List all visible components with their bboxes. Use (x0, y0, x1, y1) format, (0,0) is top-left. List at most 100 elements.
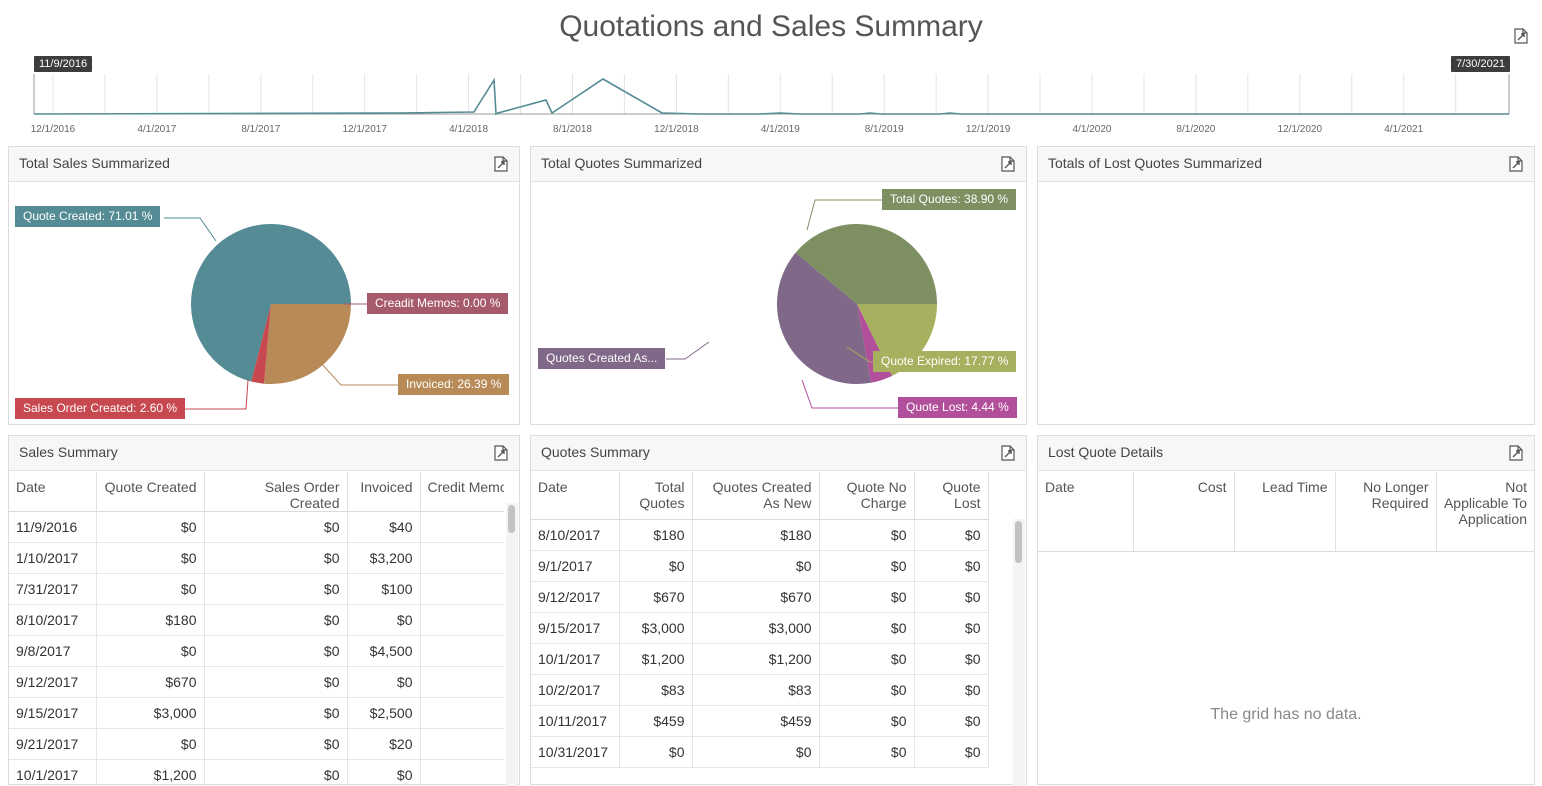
column-header-quote-created[interactable]: Quote Created (96, 472, 204, 512)
pie-label-invoiced[interactable]: Invoiced: 26.39 % (398, 374, 509, 395)
cell-quote-lost: $0 (914, 736, 988, 767)
timeline-start-date[interactable]: 11/9/2016 (34, 56, 92, 72)
cell-quote-no-charge: $0 (819, 643, 914, 674)
table-row[interactable]: 9/8/2017$0$0$4,500$ (9, 636, 504, 667)
column-header-quotes-created-as-new[interactable]: Quotes Created As New (692, 472, 819, 519)
pie-label-total-quotes[interactable]: Total Quotes: 38.90 % (882, 189, 1016, 210)
column-header-no-longer-required[interactable]: No Longer Required (1335, 472, 1436, 551)
table-row[interactable]: 8/10/2017$180$0$0$ (9, 605, 504, 636)
table-row[interactable]: 9/12/2017$670$670$0$0 (531, 581, 988, 612)
scrollbar-thumb[interactable] (1015, 521, 1022, 563)
cell-sales-order-created: $0 (204, 729, 347, 760)
table-row[interactable]: 1/10/2017$0$0$3,200$ (9, 543, 504, 574)
column-header-sales-order-created[interactable]: Sales Order Created (204, 472, 347, 512)
table-row[interactable]: 11/9/2016$0$0$40$ (9, 512, 504, 543)
cell-invoiced: $40 (347, 512, 420, 543)
lost-quote-details-panel: Lost Quote Details Date Cost Lead Time N… (1037, 435, 1535, 785)
scrollbar-thumb[interactable] (508, 505, 515, 533)
cell-invoiced: $100 (347, 574, 420, 605)
column-header-date[interactable]: Date (1038, 472, 1133, 551)
table-row[interactable]: 9/15/2017$3,000$3,000$0$0 (531, 612, 988, 643)
export-icon[interactable] (1513, 28, 1529, 44)
cell-date: 9/12/2017 (531, 581, 619, 612)
timeline-end-date[interactable]: 7/30/2021 (1451, 56, 1510, 72)
timeline-tick-label: 4/1/2018 (449, 124, 488, 135)
cell-quote-created: $0 (96, 512, 204, 543)
cell-date: 10/2/2017 (531, 674, 619, 705)
cell-sales-order-created: $0 (204, 574, 347, 605)
timeline-tick-label: 4/1/2020 (1073, 124, 1112, 135)
table-row[interactable]: 9/1/2017$0$0$0$0 (531, 550, 988, 581)
cell-credit-memo: $ (420, 512, 504, 543)
empty-grid-message: The grid has no data. (1038, 706, 1534, 724)
table-row[interactable]: 10/31/2017$0$0$0$0 (531, 736, 988, 767)
export-icon[interactable] (1508, 156, 1524, 172)
cell-sales-order-created: $0 (204, 667, 347, 698)
cell-date: 9/15/2017 (9, 698, 96, 729)
cell-quotes-created-as-new: $0 (692, 736, 819, 767)
timeline-tick-label: 8/1/2019 (865, 124, 904, 135)
cell-invoiced: $0 (347, 760, 420, 786)
cell-total-quotes: $3,000 (619, 612, 692, 643)
pie-label-quote-created[interactable]: Quote Created: 71.01 % (15, 206, 160, 227)
cell-quote-lost: $0 (914, 612, 988, 643)
total-quotes-panel: Total Quotes Summarized Total Quotes: 38… (530, 146, 1027, 425)
cell-total-quotes: $459 (619, 705, 692, 736)
cell-date: 8/10/2017 (531, 519, 619, 550)
cell-sales-order-created: $0 (204, 636, 347, 667)
table-row[interactable]: 9/15/2017$3,000$0$2,500$ (9, 698, 504, 729)
column-header-total-quotes[interactable]: Total Quotes (619, 472, 692, 519)
column-header-quote-lost[interactable]: Quote Lost (914, 472, 988, 519)
export-icon[interactable] (1508, 445, 1524, 461)
cell-date: 9/8/2017 (9, 636, 96, 667)
timeline-tick-label: 4/1/2019 (761, 124, 800, 135)
column-header-cost[interactable]: Cost (1133, 472, 1234, 551)
cell-quotes-created-as-new: $83 (692, 674, 819, 705)
table-row[interactable]: 10/2/2017$83$83$0$0 (531, 674, 988, 705)
pie-label-sales-order-created[interactable]: Sales Order Created: 2.60 % (15, 398, 185, 419)
cell-quote-lost: $0 (914, 705, 988, 736)
cell-quote-no-charge: $0 (819, 519, 914, 550)
vertical-scrollbar[interactable] (506, 503, 518, 786)
cell-credit-memo: $ (420, 698, 504, 729)
table-row[interactable]: 8/10/2017$180$180$0$0 (531, 519, 988, 550)
panel-title: Lost Quote Details (1048, 444, 1163, 460)
pie-label-credit-memos[interactable]: Creadit Memos: 0.00 % (367, 293, 508, 314)
column-header-invoiced[interactable]: Invoiced (347, 472, 420, 512)
cell-quote-lost: $0 (914, 674, 988, 705)
cell-date: 9/12/2017 (9, 667, 96, 698)
cell-invoiced: $20 (347, 729, 420, 760)
timeline-tick-label: 8/1/2020 (1176, 124, 1215, 135)
column-header-lead-time[interactable]: Lead Time (1234, 472, 1335, 551)
table-row[interactable]: 10/1/2017$1,200$0$0$ (9, 760, 504, 786)
cell-quotes-created-as-new: $1,200 (692, 643, 819, 674)
pie-label-quote-expired[interactable]: Quote Expired: 17.77 % (873, 351, 1016, 372)
column-header-date[interactable]: Date (531, 472, 619, 519)
cell-invoiced: $2,500 (347, 698, 420, 729)
cell-quotes-created-as-new: $3,000 (692, 612, 819, 643)
column-header-quote-no-charge[interactable]: Quote No Charge (819, 472, 914, 519)
column-header-credit-memo[interactable]: Credit Memo (420, 472, 504, 512)
cell-quote-created: $0 (96, 729, 204, 760)
table-row[interactable]: 9/12/2017$670$0$0$ (9, 667, 504, 698)
cell-credit-memo: $ (420, 667, 504, 698)
cell-total-quotes: $0 (619, 550, 692, 581)
quotes-summary-grid: Date Total Quotes Quotes Created As New … (531, 472, 1012, 786)
pie-label-quote-lost[interactable]: Quote Lost: 4.44 % (898, 397, 1017, 418)
table-row[interactable]: 10/1/2017$1,200$1,200$0$0 (531, 643, 988, 674)
cell-credit-memo: $ (420, 636, 504, 667)
pie-slice-invoiced[interactable] (264, 304, 351, 384)
vertical-scrollbar[interactable] (1013, 519, 1025, 786)
pie-label-quotes-created-as[interactable]: Quotes Created As... (538, 348, 665, 369)
table-row[interactable]: 10/11/2017$459$459$0$0 (531, 705, 988, 736)
cell-quotes-created-as-new: $459 (692, 705, 819, 736)
column-header-date[interactable]: Date (9, 472, 96, 512)
column-header-not-applicable[interactable]: Not Applicable To Application (1436, 472, 1534, 551)
export-icon[interactable] (1000, 445, 1016, 461)
table-row[interactable]: 7/31/2017$0$0$100$ (9, 574, 504, 605)
export-icon[interactable] (493, 445, 509, 461)
timeline-tick-label: 8/1/2017 (241, 124, 280, 135)
table-row[interactable]: 9/21/2017$0$0$20$ (9, 729, 504, 760)
